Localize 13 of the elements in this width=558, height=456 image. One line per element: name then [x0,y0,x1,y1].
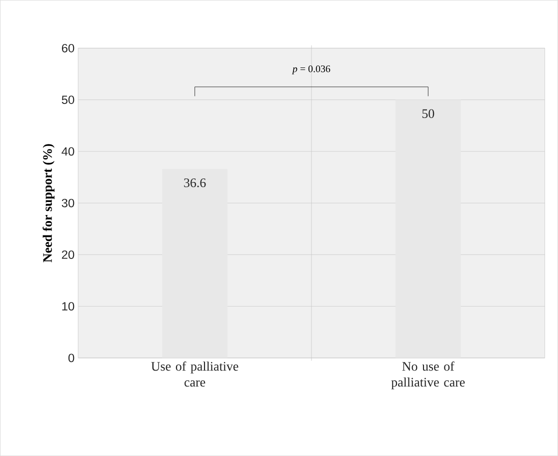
y-tick-label: 0 [68,354,74,362]
y-tick-label: 50 [62,96,74,104]
annotation: p = 0.036 [292,65,330,74]
y-tick-label: 60 [62,44,74,52]
x-tick-label: No use of palliative care [391,361,465,390]
y-tick-label: 40 [62,147,74,156]
y-tick-label: 20 [62,250,74,259]
y-tick-label: 10 [62,302,74,310]
y-tick-label: 30 [62,198,74,208]
x-tick-label: Use of palliative care [151,361,238,387]
data-label: 50 [422,109,434,118]
y-axis-title: Need for support (%) [42,144,54,262]
data-label: 36.6 [184,178,206,188]
